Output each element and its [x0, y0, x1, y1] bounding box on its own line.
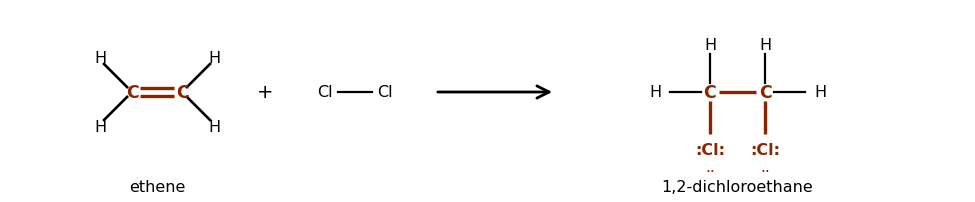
- Text: C: C: [759, 84, 771, 101]
- Text: H: H: [94, 51, 106, 66]
- Text: H: H: [208, 119, 220, 134]
- Text: C: C: [176, 84, 188, 101]
- Text: C: C: [704, 84, 717, 101]
- Text: :Cl:: :Cl:: [750, 143, 780, 158]
- Text: Cl: Cl: [377, 85, 393, 100]
- Text: H: H: [704, 38, 716, 53]
- Text: H: H: [208, 51, 220, 66]
- Text: ··: ··: [705, 165, 715, 180]
- Text: ··: ··: [760, 165, 770, 180]
- Text: 1,2-dichloroethane: 1,2-dichloroethane: [662, 180, 813, 195]
- Text: C: C: [126, 84, 138, 101]
- Text: H: H: [649, 85, 661, 100]
- Text: :Cl:: :Cl:: [695, 143, 725, 158]
- Text: Cl: Cl: [317, 85, 332, 100]
- Text: ethene: ethene: [129, 180, 185, 195]
- Text: H: H: [759, 38, 771, 53]
- Text: H: H: [814, 85, 826, 100]
- Text: H: H: [94, 119, 106, 134]
- Text: +: +: [256, 83, 273, 102]
